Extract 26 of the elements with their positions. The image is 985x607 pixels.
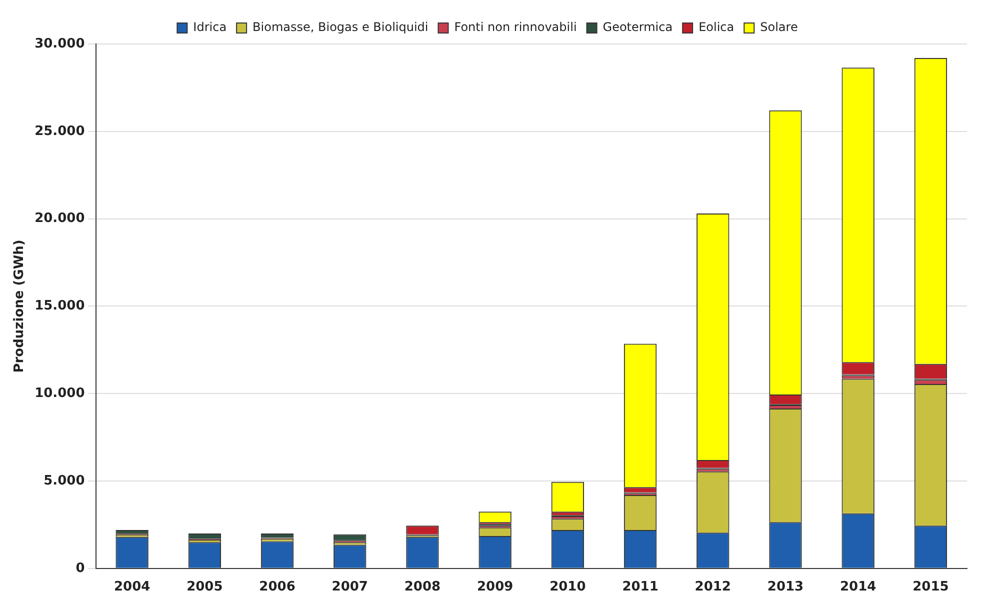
y-tick-label: 20.000 [34,211,85,226]
x-tick-label: 2007 [332,580,368,595]
x-tick-label: 2005 [186,580,223,595]
y-tick-label: 15.000 [34,298,85,314]
y-tick-label: 25.000 [34,124,85,139]
x-tick-label: 2006 [259,580,296,595]
legend-label: Biomasse, Biogas e Bioliquidi [252,20,428,34]
y-tick-label: 10.000 [34,386,85,401]
y-tick-label: 0 [76,560,85,576]
x-tick-label: 2011 [622,580,658,595]
x-tick-label: 2004 [114,580,150,595]
x-tick-label: 2015 [912,580,949,595]
x-tick-label: 2014 [840,580,876,595]
x-tick-label: 2008 [404,580,441,595]
y-axis-title: Produzione (GWh) [12,240,28,373]
x-tick-label: 2013 [767,580,804,595]
x-tick-label: 2010 [550,580,586,595]
x-tick-label: 2012 [694,580,731,595]
x-tick-label: 2009 [476,580,514,595]
legend-label: Eolica [698,20,734,34]
legend-label: Idrica [193,20,227,34]
legend-label: Fonti non rinnovabili [454,20,577,34]
legend-label: Geotermica [602,20,673,34]
y-tick-label: 30.000 [34,36,85,52]
legend-label: Solare [760,20,798,34]
y-tick-label: 5.000 [44,473,85,488]
